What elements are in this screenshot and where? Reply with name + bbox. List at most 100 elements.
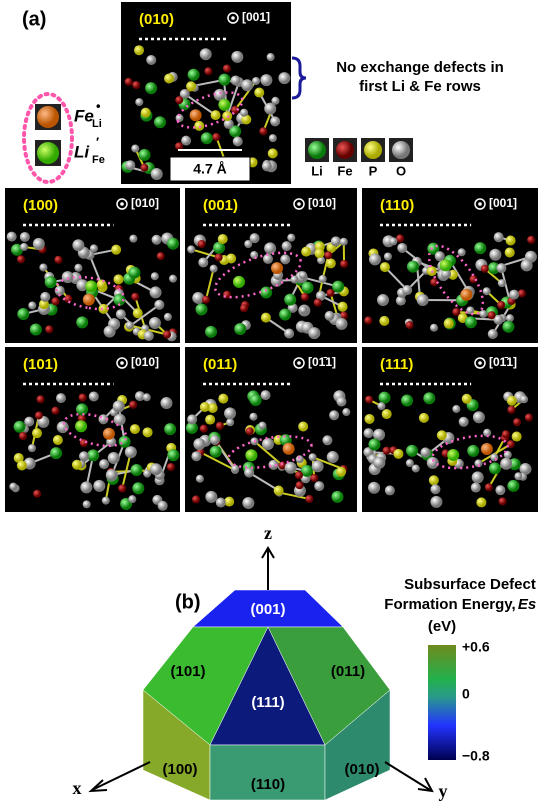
atom [74,264,82,272]
atom [342,408,350,416]
atom [72,460,82,470]
atom [518,289,526,297]
face-label: (111) [251,694,284,711]
atom [437,430,447,440]
atom [261,313,271,323]
atom [141,108,151,118]
atom [314,299,322,307]
atom [51,407,59,415]
atom [104,326,116,338]
plane-label: (101) [23,356,58,373]
atom [500,458,512,470]
legend-atom [308,141,326,159]
legend-label: Li [311,163,323,178]
atom [364,428,374,438]
direction-label: [010] [131,196,159,210]
colorbar-tick: 0 [462,686,470,702]
legend-atom [336,141,354,159]
note: No exchange defects in [336,59,504,76]
atom [430,496,442,508]
atom [271,97,279,105]
atom [111,245,121,255]
atom [465,316,477,328]
face-label: (001) [250,601,285,618]
atom [33,238,45,250]
atom [407,261,419,273]
atom [462,394,472,404]
atom [489,462,501,474]
atom [274,486,284,496]
direction-label: [001] [242,10,270,24]
atom [507,406,515,414]
defect-atom [190,109,202,121]
atom [301,247,311,257]
atom [252,77,260,85]
atom [215,253,223,261]
direction-label: [01̄1] [308,355,336,369]
atom [502,430,510,438]
atom [143,393,151,401]
atom [488,329,498,339]
legend-atom [37,106,59,128]
atom [262,438,274,450]
atom [17,461,27,471]
atom [384,252,392,260]
defect-atom [283,443,295,455]
plane-label: (011) [203,356,237,373]
atom [45,276,57,288]
atom [150,286,162,298]
atom [80,481,92,493]
defect-atom [447,449,459,461]
atom [152,235,162,245]
atom [7,232,17,242]
arrow-head [91,780,107,791]
atom [270,116,280,126]
atom [280,254,290,264]
atom [135,98,143,106]
atom [33,490,41,498]
atom [296,455,304,463]
atom [24,417,34,427]
legend-atom [392,141,410,159]
defect-atom [271,262,283,274]
atom [314,248,324,258]
atom [471,483,481,493]
direction-icon [231,16,235,20]
atom [507,480,519,492]
note: first Li & Fe rows [359,78,481,95]
defect-atom [75,420,87,432]
atom [125,446,137,458]
atom [389,237,397,245]
panel-label: (a) [22,8,46,30]
atom [223,64,231,72]
atom [336,318,348,330]
atom [97,280,107,290]
atom [420,447,430,457]
atom [279,309,291,321]
atom [259,127,267,135]
atom [373,457,385,469]
atom [17,308,29,320]
atom [37,395,45,403]
atom [340,238,348,246]
atom [336,467,346,477]
direction-icon [120,202,124,206]
atom [164,313,172,321]
defect-atom [218,99,230,111]
defect-atom [460,289,472,301]
atom [498,279,506,287]
atom [452,405,460,413]
direction-label: [01̄1] [489,355,517,369]
atom [385,485,395,495]
atom [218,394,228,404]
atom [196,475,204,483]
atom [331,491,343,503]
atom [269,134,277,142]
atom [72,239,84,251]
atom [200,402,210,412]
atom [406,445,418,457]
atom [365,396,373,404]
atom [143,427,153,437]
axis-label: y [439,781,448,801]
atom [369,253,381,265]
